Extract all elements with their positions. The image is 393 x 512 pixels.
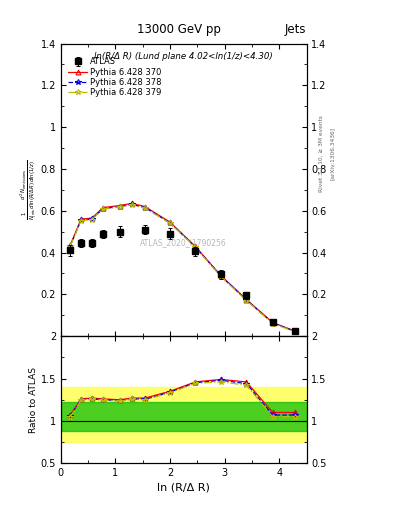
Pythia 6.428 379 xyxy=(270,321,275,327)
Pythia 6.428 379 xyxy=(143,205,147,211)
Pythia 6.428 370 xyxy=(143,203,147,209)
Line: Pythia 6.428 379: Pythia 6.428 379 xyxy=(68,202,298,334)
Pythia 6.428 370 xyxy=(68,242,73,248)
Y-axis label: $\frac{1}{N_{\mathrm{jets}}}\frac{d^2 N_{\mathrm{emissions}}}{d\ln(R/\Delta R)\,: $\frac{1}{N_{\mathrm{jets}}}\frac{d^2 N_… xyxy=(19,160,39,220)
Pythia 6.428 378 xyxy=(244,297,249,303)
Text: 13000 GeV pp: 13000 GeV pp xyxy=(137,23,221,36)
Pythia 6.428 378 xyxy=(118,203,122,209)
Pythia 6.428 370 xyxy=(118,202,122,208)
Pythia 6.428 370 xyxy=(193,243,198,249)
Y-axis label: Ratio to ATLAS: Ratio to ATLAS xyxy=(29,367,38,433)
Pythia 6.428 379 xyxy=(292,329,297,335)
Pythia 6.428 370 xyxy=(101,204,105,210)
Pythia 6.428 370 xyxy=(130,200,134,206)
Text: [arXiv:1306.3436]: [arXiv:1306.3436] xyxy=(330,127,335,180)
Pythia 6.428 378 xyxy=(219,273,223,279)
Pythia 6.428 370 xyxy=(292,328,297,334)
Line: Pythia 6.428 378: Pythia 6.428 378 xyxy=(68,202,298,334)
Pythia 6.428 379 xyxy=(219,273,223,280)
Pythia 6.428 378 xyxy=(193,244,198,250)
Pythia 6.428 379 xyxy=(101,206,105,212)
Pythia 6.428 370 xyxy=(270,319,275,326)
Pythia 6.428 370 xyxy=(244,296,249,303)
Pythia 6.428 379 xyxy=(118,204,122,210)
Pythia 6.428 378 xyxy=(90,216,94,222)
X-axis label: ln (R/Δ R): ln (R/Δ R) xyxy=(157,482,210,493)
Legend: ATLAS, Pythia 6.428 370, Pythia 6.428 378, Pythia 6.428 379: ATLAS, Pythia 6.428 370, Pythia 6.428 37… xyxy=(68,56,162,98)
Text: ATLAS_2020_I1790256: ATLAS_2020_I1790256 xyxy=(140,238,227,247)
Pythia 6.428 378 xyxy=(130,201,134,207)
Pythia 6.428 378 xyxy=(143,204,147,210)
Pythia 6.428 379 xyxy=(90,217,94,223)
Pythia 6.428 379 xyxy=(130,202,134,208)
Pythia 6.428 370 xyxy=(90,215,94,221)
Text: ln(R/Δ R) (Lund plane 4.02<ln(1/z)<4.30): ln(R/Δ R) (Lund plane 4.02<ln(1/z)<4.30) xyxy=(94,52,273,61)
Pythia 6.428 378 xyxy=(101,205,105,211)
Pythia 6.428 370 xyxy=(219,272,223,279)
Pythia 6.428 379 xyxy=(244,297,249,304)
Pythia 6.428 370 xyxy=(79,216,83,222)
Pythia 6.428 378 xyxy=(270,320,275,326)
Pythia 6.428 379 xyxy=(68,243,73,249)
Pythia 6.428 379 xyxy=(79,218,83,224)
Pythia 6.428 378 xyxy=(292,328,297,334)
Pythia 6.428 378 xyxy=(168,220,173,226)
Pythia 6.428 378 xyxy=(68,243,73,249)
Line: Pythia 6.428 370: Pythia 6.428 370 xyxy=(68,201,297,333)
Pythia 6.428 379 xyxy=(193,244,198,250)
Text: Rivet 3.1.10, ≥ 3M events: Rivet 3.1.10, ≥ 3M events xyxy=(318,115,323,192)
Pythia 6.428 378 xyxy=(79,217,83,223)
Pythia 6.428 370 xyxy=(168,219,173,225)
Text: Jets: Jets xyxy=(285,23,307,36)
Pythia 6.428 379 xyxy=(168,220,173,226)
